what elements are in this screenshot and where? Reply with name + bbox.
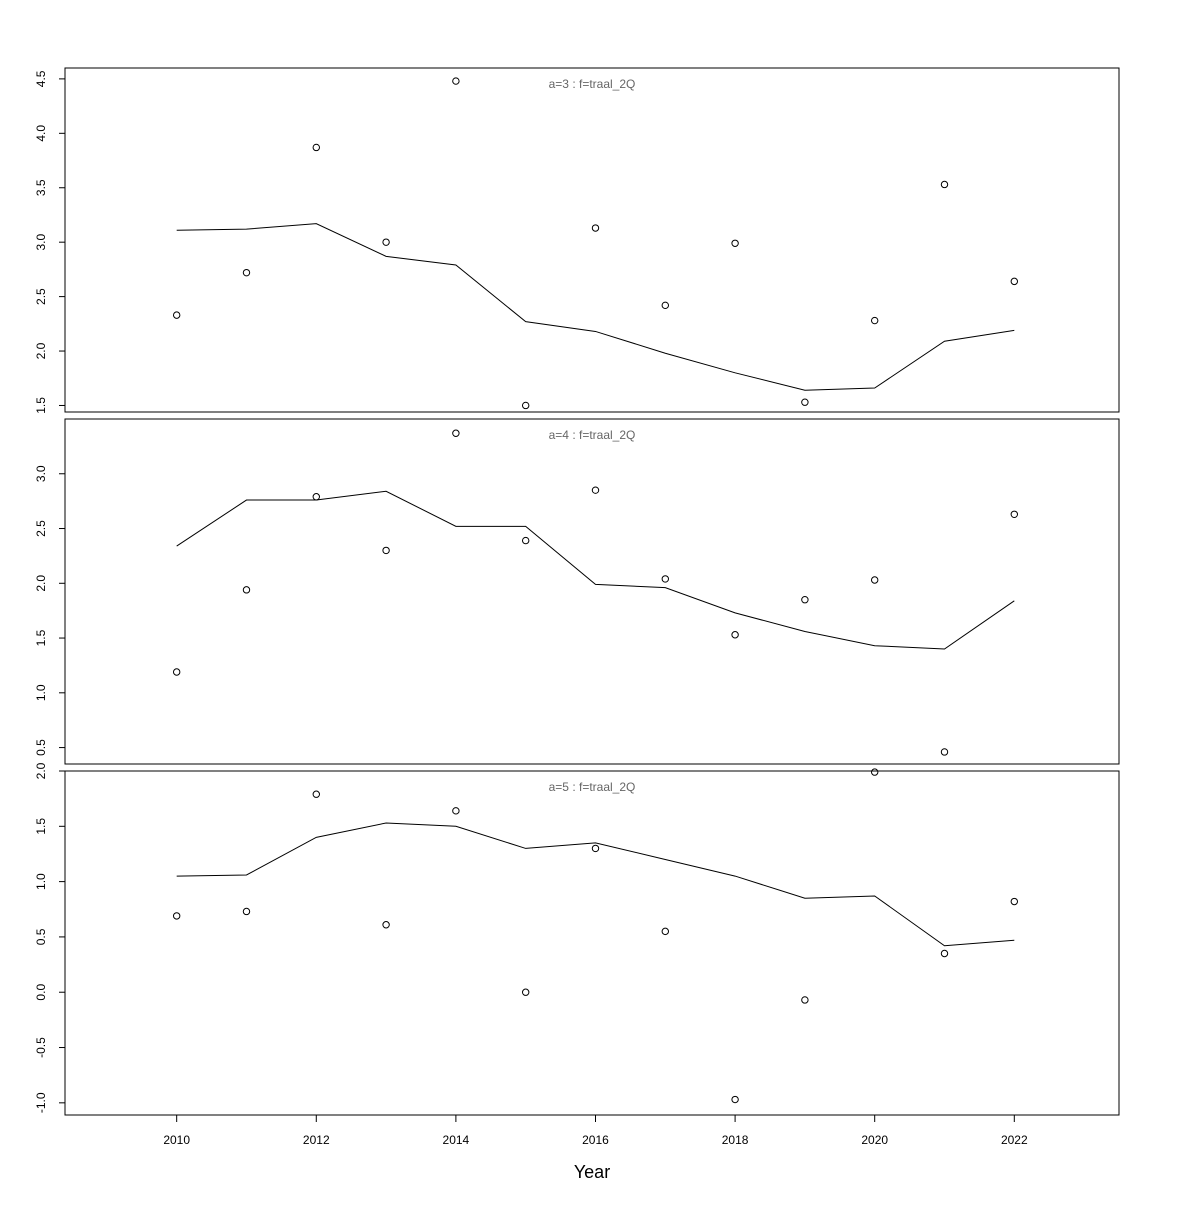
panel-1-observed-point: [172, 311, 181, 319]
panel-2-observed-point: [801, 596, 809, 604]
panel-3-observed-point: [452, 807, 460, 815]
panel-2-y-tick-label: 0.5: [34, 739, 48, 756]
panel-3-y-tick-label: -1.0: [34, 1092, 48, 1113]
panel-3-observed-point: [661, 927, 669, 936]
panel-2-observed-point: [242, 586, 251, 594]
panel-3-observed-point: [940, 949, 949, 958]
panel-2-y-tick-label: 3.0: [34, 465, 48, 482]
panel-1-observed-point: [661, 301, 669, 310]
panel-2-y-tick-label: 1.0: [34, 684, 48, 701]
panel-3-y-tick-label: -0.5: [34, 1037, 48, 1058]
panel-3-observed-point: [731, 1095, 739, 1104]
panel-1-y-tick-label: 3.5: [34, 179, 48, 196]
panel-1-title: a=3 : f=traal_2Q: [549, 77, 636, 91]
panel-2-observed-point: [172, 668, 181, 676]
panel-2-observed-point: [940, 748, 949, 756]
panel-2-observed-point: [312, 493, 320, 501]
panel-3-observed-point: [1010, 897, 1018, 906]
panel-3-observed-point: [521, 988, 530, 996]
panel-2-observed-point: [1010, 510, 1018, 518]
panel-2-observed-point: [382, 546, 390, 555]
panel-3-fitted-line: [176, 822, 1015, 947]
panel-1-fitted-line: [176, 223, 1015, 391]
panel-1-frame: [64, 67, 1120, 413]
panel-3-y-tick-label: 1.0: [34, 873, 48, 890]
panel-2-observed-point: [452, 429, 460, 437]
panel-2-fitted-line: [176, 490, 1015, 650]
panel-2-observed-point: [870, 576, 879, 584]
panel-1-observed-point: [591, 224, 600, 232]
panel-3-title: a=5 : f=traal_2Q: [549, 780, 636, 794]
panel-1-observed-point: [1010, 277, 1018, 286]
panel-3-y-tick-label: 1.5: [34, 818, 48, 835]
panel-2-observed-point: [591, 486, 600, 494]
panel-2-observed-point: [731, 631, 739, 639]
panel-3-observed-point: [312, 790, 320, 798]
panel-2-frame: [64, 418, 1120, 765]
x-tick-label: 2014: [443, 1133, 470, 1147]
panel-3-observed-point: [382, 921, 390, 929]
panel-3-observed-point: [591, 844, 600, 853]
x-tick-label: 2020: [861, 1133, 888, 1147]
x-axis-title: Year: [574, 1162, 610, 1182]
x-tick-label: 2018: [722, 1133, 749, 1147]
panel-1-observed-point: [312, 143, 320, 152]
panel-2-observed-point: [661, 575, 669, 583]
panel-1-observed-point: [801, 398, 809, 406]
panel-3-y-tick-label: 0.5: [34, 928, 48, 945]
panel-1-observed-point: [731, 239, 739, 247]
panel-1-y-tick-label: 3.0: [34, 234, 48, 251]
x-tick-label: 2016: [582, 1133, 609, 1147]
panel-2-y-tick-label: 2.5: [34, 520, 48, 537]
panel-1-y-tick-label: 4.5: [34, 70, 48, 87]
panel-3-observed-point: [870, 768, 879, 776]
panel-1-observed-point: [382, 238, 390, 246]
panel-3-y-tick-label: 2.0: [34, 762, 48, 779]
x-tick-label: 2010: [163, 1133, 190, 1147]
panel-2-title: a=4 : f=traal_2Q: [549, 428, 636, 442]
panel-3-observed-point: [801, 996, 809, 1004]
panel-2-observed-point: [521, 536, 530, 545]
panel-3-observed-point: [172, 912, 181, 920]
panel-1-observed-point: [940, 180, 949, 189]
panel-2-y-tick-label: 1.5: [34, 629, 48, 646]
panel-1-observed-point: [521, 401, 530, 410]
panel-2-y-tick-label: 2.0: [34, 575, 48, 592]
panel-3-frame: [64, 770, 1120, 1116]
panel-3-observed-point: [242, 907, 251, 916]
panel-1-observed-point: [452, 77, 460, 85]
panel-1-y-tick-label: 4.0: [34, 125, 48, 142]
x-tick-label: 2022: [1001, 1133, 1028, 1147]
panel-1-y-tick-label: 1.5: [34, 397, 48, 414]
panel-3-y-tick-label: 0.0: [34, 984, 48, 1001]
x-tick-label: 2012: [303, 1133, 330, 1147]
panel-1-observed-point: [870, 316, 879, 325]
panel-1-observed-point: [242, 268, 251, 277]
panel-1-y-tick-label: 2.5: [34, 288, 48, 305]
panel-1-y-tick-label: 2.0: [34, 342, 48, 359]
